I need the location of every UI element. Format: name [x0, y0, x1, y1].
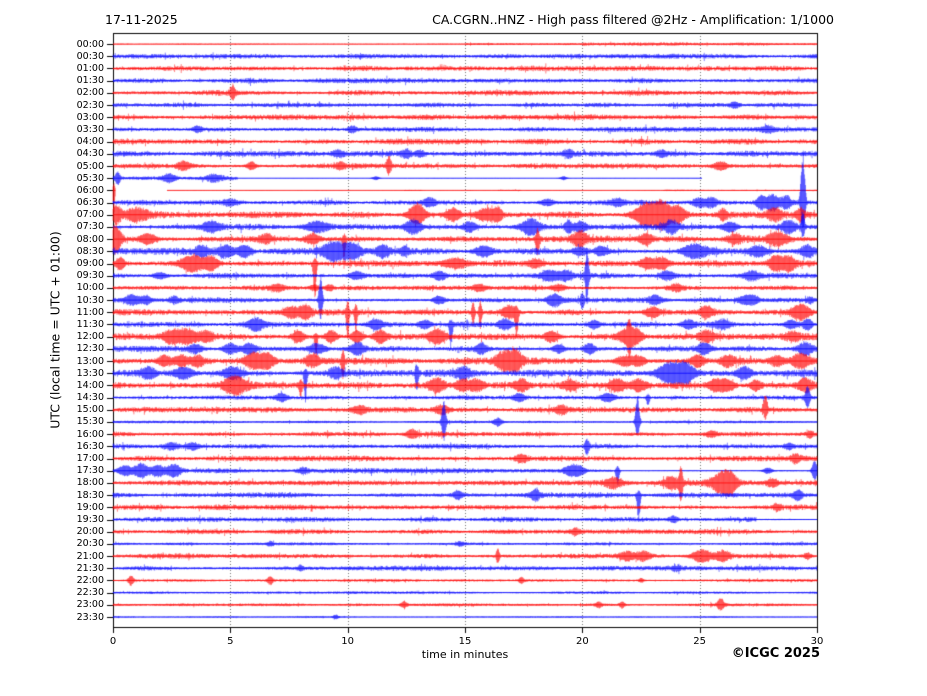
plot-title: CA.CGRN..HNZ - High pass filtered @2Hz -…: [432, 12, 834, 27]
y-tick-label: 12:30: [76, 343, 104, 355]
y-tick-label: 06:30: [76, 197, 104, 209]
y-tick-label: 00:30: [76, 50, 104, 62]
y-tick-label: 22:30: [76, 587, 104, 599]
y-tick-label: 10:00: [76, 282, 104, 294]
y-tick-label: 16:30: [76, 440, 104, 452]
y-tick-label: 01:30: [76, 75, 104, 87]
y-tick-label: 20:30: [76, 538, 104, 550]
y-tick-label: 21:00: [76, 550, 104, 562]
y-tick-label: 06:00: [76, 184, 104, 196]
x-tick-label: 15: [458, 636, 472, 647]
y-tick-label: 08:00: [76, 233, 104, 245]
y-tick-label: 18:00: [76, 477, 104, 489]
y-tick-label: 07:00: [76, 209, 104, 221]
y-tick-label: 03:30: [76, 123, 104, 135]
y-tick-label: 07:30: [76, 221, 104, 233]
date-label: 17-11-2025: [105, 12, 178, 27]
y-tick-label: 10:30: [76, 294, 104, 306]
y-tick-label: 15:00: [76, 404, 104, 416]
y-tick-label: 11:00: [76, 306, 104, 318]
y-tick-label: 20:00: [76, 526, 104, 538]
copyright-label: ©ICGC 2025: [731, 646, 820, 661]
x-tick-label: 5: [227, 636, 234, 647]
x-tick-label: 25: [693, 636, 707, 647]
x-tick-label: 10: [341, 636, 355, 647]
y-tick-label: 17:00: [76, 453, 104, 465]
y-tick-label: 11:30: [76, 318, 104, 330]
y-tick-label: 03:00: [76, 111, 104, 123]
y-tick-label: 05:00: [76, 160, 104, 172]
y-tick-label: 19:00: [76, 501, 104, 513]
y-tick-label: 12:00: [76, 331, 104, 343]
x-tick-label: 0: [109, 636, 117, 647]
y-tick-label: 02:00: [76, 87, 104, 99]
y-tick-label: 04:30: [76, 148, 104, 160]
y-tick-label: 01:00: [76, 62, 104, 74]
y-tick-label: 19:30: [76, 514, 104, 525]
y-tick-label: 02:30: [76, 99, 104, 111]
y-tick-label: 14:30: [76, 392, 104, 404]
x-tick-label: 30: [810, 636, 824, 647]
y-tick-label: 16:00: [76, 428, 104, 440]
y-tick-label: 18:30: [76, 489, 104, 501]
y-tick-label: 09:00: [76, 258, 104, 270]
y-tick-label: 23:30: [76, 611, 104, 623]
y-tick-label: 22:00: [76, 574, 104, 586]
y-tick-label: 05:30: [76, 172, 104, 184]
y-tick-label: 04:00: [76, 136, 104, 148]
y-tick-label: 13:00: [76, 355, 104, 367]
y-tick-label: 08:30: [76, 245, 104, 257]
y-tick-label: 00:00: [76, 38, 104, 50]
y-tick-label: 23:00: [76, 599, 104, 611]
y-tick-label: 21:30: [76, 562, 104, 574]
y-tick-label: 09:30: [76, 270, 104, 282]
y-tick-label: 13:30: [76, 367, 104, 379]
x-tick-label: 20: [575, 636, 589, 647]
y-tick-label: 14:00: [76, 379, 104, 391]
x-axis-label: time in minutes: [421, 648, 509, 661]
y-tick-label: 15:30: [76, 416, 104, 428]
y-tick-label: 17:30: [76, 465, 104, 477]
